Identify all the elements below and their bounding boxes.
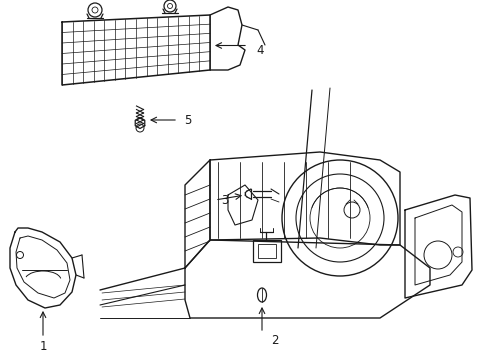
Text: 4: 4 [256, 44, 263, 57]
Text: 5: 5 [184, 113, 191, 126]
Text: 3: 3 [221, 194, 228, 207]
Text: 1: 1 [39, 339, 47, 352]
Bar [258, 244, 275, 258]
Text: 2: 2 [271, 333, 278, 346]
Bar [252, 240, 281, 262]
